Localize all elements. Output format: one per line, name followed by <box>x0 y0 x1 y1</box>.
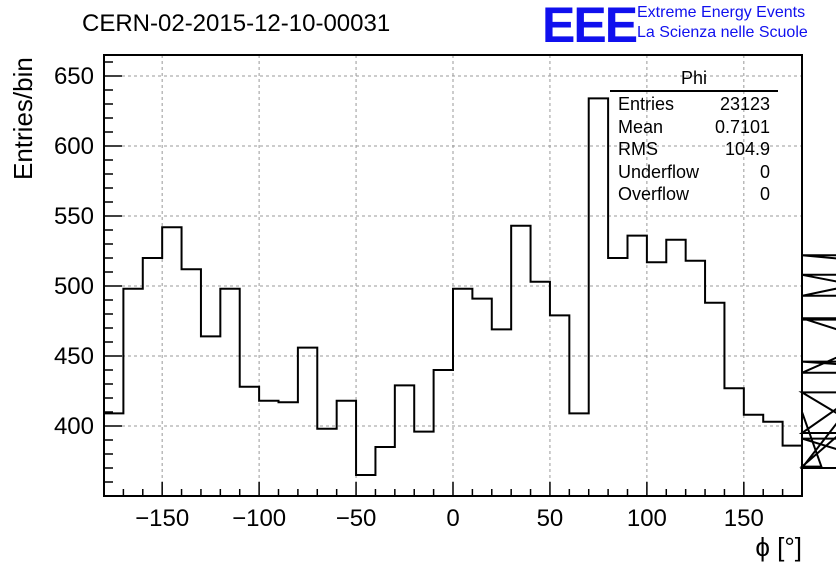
y-axis: 400 450 500 550 600 650 <box>54 61 122 483</box>
stats-row-overflow: Overflow 0 <box>610 184 778 207</box>
x-tick-label: −150 <box>135 505 189 532</box>
stats-label: Underflow <box>618 161 700 182</box>
logo-line-1: Extreme Energy Events <box>637 4 806 21</box>
y-tick-label: 550 <box>54 203 94 230</box>
grid-lines <box>104 55 802 496</box>
stats-value: 0.7101 <box>714 116 770 137</box>
x-tick-label: −50 <box>336 505 377 532</box>
stats-label: Overflow <box>618 184 690 204</box>
x-axis-label: ϕ [°] <box>755 532 802 562</box>
x-axis: −150 −100 −50 0 50 100 150 <box>103 482 803 532</box>
y-tick-label: 400 <box>54 413 94 440</box>
histogram-series <box>103 97 836 496</box>
y-tick-label: 450 <box>54 343 94 370</box>
stats-label: Entries <box>618 94 675 114</box>
y-tick-label: 500 <box>54 273 94 300</box>
stats-separator <box>610 90 778 92</box>
y-axis-label: Entries/bin <box>8 57 38 180</box>
stats-row-rms: RMS 104.9 <box>610 139 778 162</box>
x-tick-label: 100 <box>627 505 667 532</box>
y-tick-label: 650 <box>54 63 94 90</box>
stats-row-entries: Entries 23123 <box>610 94 778 117</box>
stats-row-underflow: Underflow 0 <box>610 162 778 185</box>
stats-box: Phi Entries 23123 Mean 0.7101 RMS 104.9 … <box>610 68 778 207</box>
x-tick-label: 150 <box>724 505 764 532</box>
eee-logo: EEE <box>542 0 638 53</box>
stats-row-mean: Mean 0.7101 <box>610 117 778 140</box>
logo-line-2: La Scienza nelle Scuole <box>637 24 808 41</box>
chart-title: CERN-02-2015-12-10-00031 <box>82 10 391 37</box>
stats-value: 0 <box>759 161 770 182</box>
stats-value: 23123 <box>719 94 770 114</box>
stats-value: 0 <box>759 184 770 204</box>
stats-label: RMS <box>618 139 658 159</box>
x-tick-label: −100 <box>232 505 286 532</box>
y-tick-label: 600 <box>54 133 94 160</box>
x-tick-label: 0 <box>446 505 459 532</box>
x-tick-label: 50 <box>537 505 564 532</box>
stats-value: 104.9 <box>724 139 770 159</box>
stats-title: Phi <box>680 68 707 88</box>
stats-label: Mean <box>618 116 664 137</box>
